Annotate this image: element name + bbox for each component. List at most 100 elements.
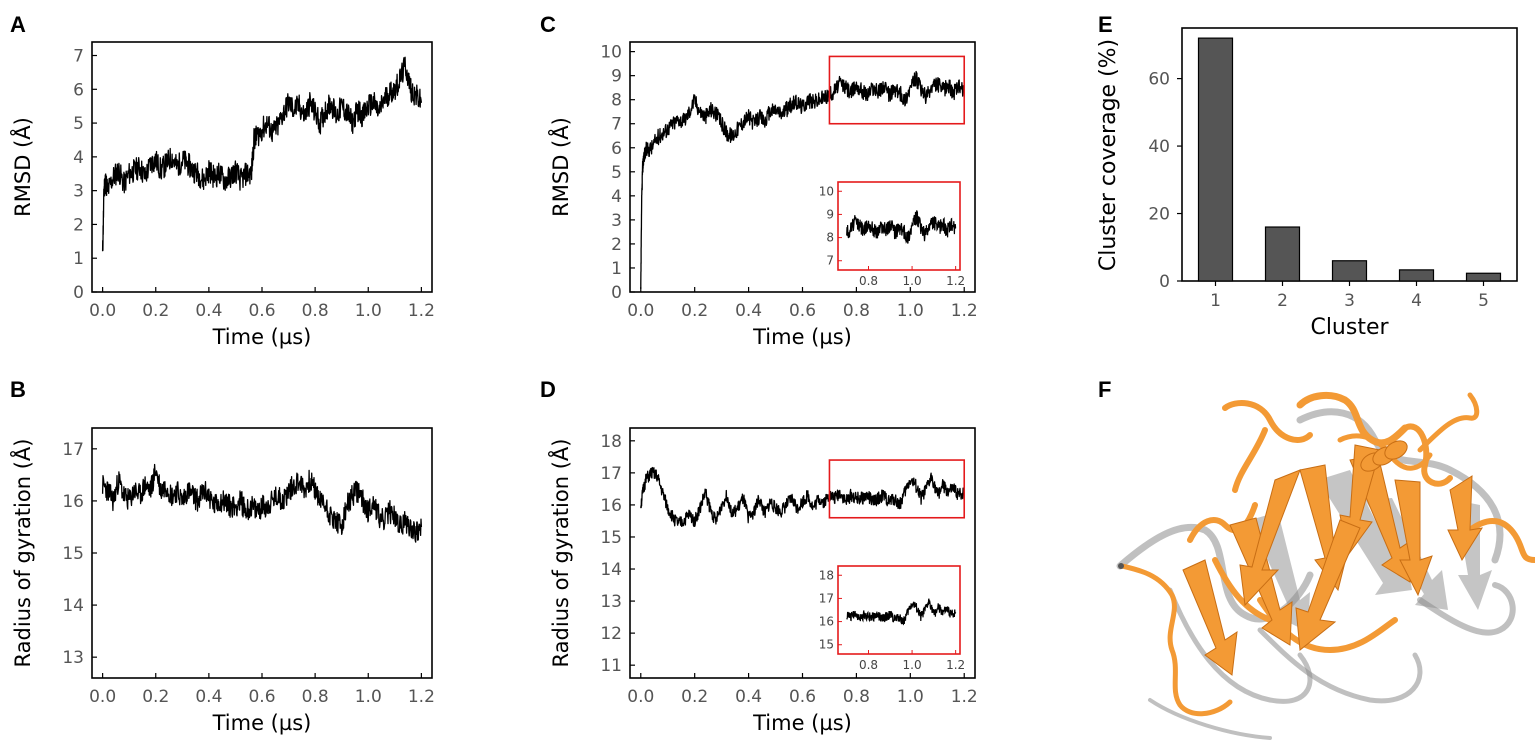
panel-d-x-axis-label: Time (µs) — [752, 711, 852, 735]
panel-e-cluster-bar-chart: 1 2 3 4 5 0 20 40 60 Cluster Cluster coverage (%) — [1096, 27, 1518, 340]
panel-c-series-line — [640, 70, 965, 289]
panel-a-y-axis-label: RMSD (Å) — [9, 117, 35, 217]
panel-c-x-axis-label: Time (µs) — [752, 325, 852, 349]
panel-e-y-tick-label: 20 — [1148, 205, 1170, 225]
panel-b-x-tick-label: 0.0 — [89, 687, 116, 707]
panel-d-inset-y-tick-label: 17 — [819, 591, 834, 605]
panel-d-inset-x-tick-label: 1.2 — [946, 658, 965, 672]
panel-c-inset-y-tick-label: 9 — [826, 207, 834, 221]
panel-c-y-tick-label: 0 — [611, 283, 622, 303]
panel-d-x-tick-label: 1.2 — [951, 687, 978, 707]
panel-c-y-tick-label: 7 — [611, 115, 622, 135]
panel-label-f: F — [1098, 377, 1111, 402]
panel-a-x-tick-label: 0.4 — [195, 301, 222, 321]
panel-b-x-tick-label: 0.6 — [248, 687, 275, 707]
panel-c-inset-x-tick-label: 1.2 — [946, 274, 965, 288]
panel-a-y-tick-label: 3 — [73, 182, 84, 202]
panel-b-x-tick-label: 1.0 — [355, 687, 382, 707]
panel-d-inset-y-tick-label: 16 — [819, 615, 834, 629]
panel-e-y-tick-label: 0 — [1159, 272, 1170, 292]
panel-d-y-axis-label: Radius of gyration (Å) — [547, 439, 573, 668]
panel-e-x-tick-label: 2 — [1277, 291, 1288, 311]
panel-d-x-tick-label: 0.6 — [789, 687, 816, 707]
panel-b-x-axis-label: Time (µs) — [212, 711, 312, 735]
panel-c-y-axis-label: RMSD (Å) — [547, 117, 573, 217]
panel-d-y-tick-label: 12 — [600, 624, 622, 644]
panel-d-x-tick-label: 0.0 — [627, 687, 654, 707]
panel-c-y-tick-label: 3 — [611, 211, 622, 231]
panel-d-inset-x-tick-label: 1.0 — [903, 658, 922, 672]
panel-a-y-tick-label: 4 — [73, 148, 84, 168]
panel-c-inset-y-tick-label: 8 — [826, 231, 834, 245]
panel-c-inset-series-line — [846, 210, 957, 244]
panel-a-x-tick-label: 0.8 — [302, 301, 329, 321]
panel-e-x-tick-label: 5 — [1478, 291, 1489, 311]
panel-c-x-tick-label: 1.0 — [897, 301, 924, 321]
panel-a-x-tick-label: 0.6 — [248, 301, 275, 321]
panel-b-x-tick-label: 0.2 — [142, 687, 169, 707]
panel-b-y-tick-label: 14 — [62, 596, 84, 616]
panel-c-y-tick-label: 4 — [611, 187, 622, 207]
panel-b-y-tick-label: 15 — [62, 544, 84, 564]
panel-e-bar — [1197, 37, 1234, 282]
panel-c-x-tick-label: 0.4 — [735, 301, 762, 321]
panel-d-x-tick-label: 0.4 — [735, 687, 762, 707]
panel-e-y-tick-label: 60 — [1148, 70, 1170, 90]
panel-e-y-axis-label: Cluster coverage (%) — [1096, 39, 1121, 271]
panel-b-series-line — [101, 463, 423, 543]
panel-label-d: D — [540, 377, 556, 402]
panel-e-x-tick-label: 4 — [1411, 291, 1422, 311]
panel-d-inset-x-tick-label: 0.8 — [859, 658, 878, 672]
panel-d-y-tick-label: 18 — [600, 432, 622, 452]
panel-d-inset-series-line — [846, 598, 957, 626]
panel-c-inset-x-tick-label: 1.0 — [903, 274, 922, 288]
panel-e-y-tick-label: 40 — [1148, 137, 1170, 157]
panel-e-x-tick-label: 3 — [1344, 291, 1355, 311]
panel-c-y-tick-label: 8 — [611, 91, 622, 111]
panel-d-x-tick-label: 0.8 — [843, 687, 870, 707]
panel-label-a: A — [10, 12, 26, 37]
panel-d-inset-y-tick-label: 18 — [819, 568, 834, 582]
panel-label-e: E — [1098, 12, 1113, 37]
panel-e-bar — [1264, 226, 1301, 282]
panel-c-inset-y-tick-label: 7 — [826, 254, 834, 268]
panel-b-y-tick-label: 17 — [62, 440, 84, 460]
panel-a-y-tick-label: 0 — [73, 283, 84, 303]
panel-a-y-tick-label: 2 — [73, 215, 84, 235]
panel-c-rmsd-chart: 0.0 0.2 0.4 0.6 0.8 1.0 1.2 0 1 2 3 4 5 6 7 8 9 10 Time (µ… — [547, 41, 978, 349]
panel-a-x-axis-label: Time (µs) — [212, 325, 312, 349]
panel-c-x-tick-label: 0.0 — [627, 301, 654, 321]
panel-c-y-tick-label: 2 — [611, 235, 622, 255]
panel-b-x-tick-label: 0.4 — [195, 687, 222, 707]
panel-c-x-tick-label: 0.6 — [789, 301, 816, 321]
panel-a-y-tick-label: 5 — [73, 114, 84, 134]
panel-a-series-line — [101, 56, 423, 252]
panel-b-axes-frame — [91, 427, 433, 679]
panel-c-x-tick-label: 0.2 — [681, 301, 708, 321]
panel-c-x-tick-label: 0.8 — [843, 301, 870, 321]
panel-d-y-tick-label: 16 — [600, 496, 622, 516]
panel-c-inset-y-tick-label: 10 — [819, 184, 834, 198]
panel-c-y-tick-label: 1 — [611, 259, 622, 279]
panel-d-x-tick-label: 0.2 — [681, 687, 708, 707]
panel-e-x-axis-label: Cluster — [1310, 315, 1389, 340]
panel-b-y-tick-label: 13 — [62, 648, 84, 668]
panel-d-series-line — [640, 466, 965, 528]
panel-b-x-tick-label: 1.2 — [408, 687, 435, 707]
panel-label-b: B — [10, 377, 26, 402]
panel-c-y-tick-label: 9 — [611, 67, 622, 87]
panel-e-x-tick-label: 1 — [1210, 291, 1221, 311]
panel-c-inset-x-tick-label: 0.8 — [859, 274, 878, 288]
panel-d-y-tick-label: 15 — [600, 528, 622, 548]
panel-a-x-tick-label: 0.2 — [142, 301, 169, 321]
panel-c-y-tick-label: 6 — [611, 139, 622, 159]
panel-e-bar — [1398, 269, 1435, 282]
panel-a-y-tick-label: 7 — [73, 47, 84, 67]
panel-a-x-tick-label: 1.0 — [355, 301, 382, 321]
panel-c-y-tick-label: 10 — [600, 43, 622, 63]
panel-a-x-tick-label: 1.2 — [408, 301, 435, 321]
panel-c-x-tick-label: 1.2 — [951, 301, 978, 321]
panel-d-y-tick-label: 17 — [600, 464, 622, 484]
panel-d-y-tick-label: 14 — [600, 560, 622, 580]
